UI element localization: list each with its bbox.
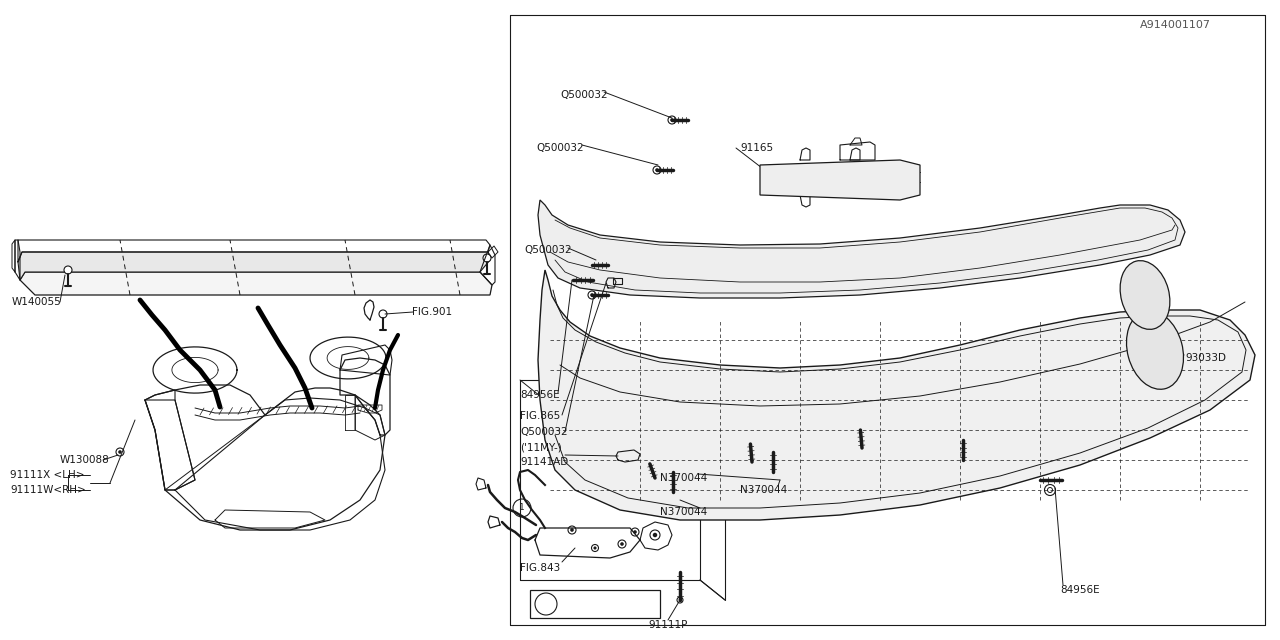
- Text: Q500032: Q500032: [524, 245, 572, 255]
- Text: A914001107: A914001107: [1140, 20, 1211, 30]
- Text: FIG.901: FIG.901: [412, 307, 452, 317]
- Text: FIG.865: FIG.865: [520, 411, 561, 421]
- Circle shape: [655, 168, 659, 172]
- Text: 93033D: 93033D: [1185, 353, 1226, 363]
- Text: 84956E: 84956E: [1060, 585, 1100, 595]
- Circle shape: [379, 310, 387, 318]
- Circle shape: [118, 450, 122, 454]
- Ellipse shape: [1120, 260, 1170, 330]
- Text: 1: 1: [520, 504, 525, 513]
- Text: 91111W<RH>: 91111W<RH>: [10, 485, 86, 495]
- Polygon shape: [538, 200, 1185, 298]
- Text: N370044: N370044: [660, 473, 708, 483]
- Circle shape: [678, 598, 681, 602]
- Text: W300065: W300065: [568, 599, 618, 609]
- Circle shape: [594, 547, 596, 550]
- Circle shape: [590, 263, 594, 267]
- Circle shape: [627, 454, 630, 458]
- Text: ('11MY-): ('11MY-): [520, 443, 562, 453]
- Text: W130088: W130088: [60, 455, 110, 465]
- Text: FIG.843: FIG.843: [520, 563, 561, 573]
- Circle shape: [64, 266, 72, 274]
- Text: 1: 1: [543, 599, 549, 609]
- Circle shape: [653, 532, 657, 537]
- Text: N370044: N370044: [660, 507, 708, 517]
- Text: W140055: W140055: [12, 297, 61, 307]
- Text: 91165: 91165: [740, 143, 773, 153]
- Circle shape: [776, 176, 780, 180]
- Text: Q500032: Q500032: [536, 143, 584, 153]
- Polygon shape: [538, 270, 1254, 520]
- Circle shape: [899, 176, 902, 180]
- Bar: [530, 590, 660, 618]
- Circle shape: [570, 528, 573, 532]
- Polygon shape: [760, 160, 920, 200]
- Text: N370044: N370044: [740, 485, 787, 495]
- Circle shape: [634, 530, 637, 534]
- Circle shape: [590, 293, 594, 297]
- Ellipse shape: [1126, 310, 1184, 389]
- Text: 91111X <LH>: 91111X <LH>: [10, 470, 84, 480]
- Polygon shape: [20, 272, 492, 295]
- Text: 91111P: 91111P: [648, 620, 687, 630]
- Circle shape: [483, 254, 492, 262]
- Text: Q500032: Q500032: [520, 427, 567, 437]
- Text: 91141AD: 91141AD: [520, 457, 568, 467]
- Circle shape: [621, 542, 623, 546]
- Polygon shape: [18, 252, 490, 280]
- Circle shape: [671, 118, 673, 122]
- Text: Q500032: Q500032: [561, 90, 608, 100]
- Text: 84956E: 84956E: [520, 390, 559, 400]
